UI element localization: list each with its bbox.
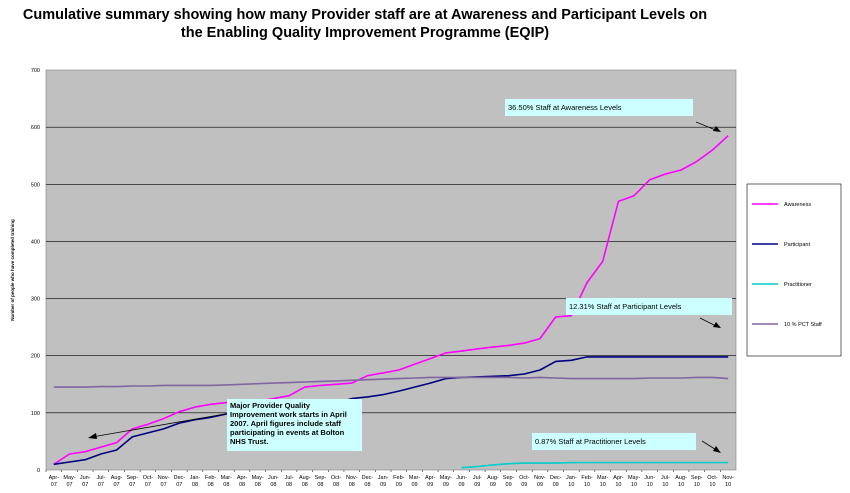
annotation-practitioner-text: 0.87% Staff at Practitioner Levels bbox=[535, 437, 646, 446]
x-tick-label: Nov-08 bbox=[346, 475, 358, 488]
x-tick-label: Jun-08 bbox=[268, 475, 279, 488]
legend-label: Practitioner bbox=[784, 282, 812, 288]
annotation-participant-arrowhead bbox=[713, 322, 721, 328]
y-tick-label: 700 bbox=[31, 68, 40, 74]
legend-box bbox=[746, 183, 842, 357]
x-tick-label: Apr-08 bbox=[237, 475, 248, 488]
y-tick-label: 500 bbox=[31, 182, 40, 188]
x-tick-label: Nov-09 bbox=[534, 475, 546, 488]
x-tick-label: Jul-09 bbox=[473, 475, 482, 488]
title-line-2: the Enabling Quality Improvement Program… bbox=[180, 25, 550, 41]
annotation-provider-note: Major Provider Quality Improvement work … bbox=[88, 399, 362, 451]
y-tick-label: 0 bbox=[37, 468, 40, 474]
annotation-practitioner: 0.87% Staff at Practitioner Levels bbox=[532, 433, 721, 453]
x-tick-label: May-10 bbox=[628, 475, 640, 488]
x-tick-label: Apr-10 bbox=[613, 475, 624, 488]
annotation-provider-note-arrowhead bbox=[88, 433, 97, 439]
x-tick-label: Apr-07 bbox=[49, 475, 60, 488]
y-tick-label: 100 bbox=[31, 411, 40, 417]
y-tick-label: 200 bbox=[31, 354, 40, 360]
x-tick-label: May-08 bbox=[252, 475, 264, 488]
series-line-awareness bbox=[53, 135, 729, 465]
legend-label: 10 % PCT Staff bbox=[784, 322, 822, 328]
x-tick-label: Oct-07 bbox=[143, 475, 154, 488]
x-tick-label: Mar-09 bbox=[409, 475, 420, 488]
legend: Awareness Participant Practitioner 10 % PCT… bbox=[746, 183, 842, 357]
x-tick-label: Jun-09 bbox=[456, 475, 467, 488]
x-tick-label: Dec-07 bbox=[173, 475, 185, 488]
y-axis-label: Number of people who have completed trai… bbox=[10, 219, 15, 321]
annotation-practitioner-arrowhead bbox=[713, 446, 721, 453]
x-tick-label: Dec-08 bbox=[362, 475, 374, 488]
x-tick-label: Oct-10 bbox=[707, 475, 718, 488]
annotation-provider-note-arrow bbox=[91, 413, 226, 438]
x-tick-label: Nov-07 bbox=[158, 475, 170, 488]
annotation-participant-box bbox=[566, 298, 732, 315]
legend-items: Awareness Participant Practitioner 10 % PCT… bbox=[752, 202, 822, 328]
annotation-note-line-3: 2007. April figures include staff bbox=[230, 419, 342, 428]
annotation-awareness-box bbox=[505, 99, 693, 116]
x-tick-label: Jan-10 bbox=[566, 475, 577, 488]
annotation-note-line-1: Major Provider Quality bbox=[230, 401, 311, 410]
x-tick-label: Aug-08 bbox=[299, 475, 311, 488]
x-tick-label: Aug-10 bbox=[675, 475, 687, 488]
x-tick-label: Sep-09 bbox=[503, 475, 515, 488]
x-tick-label: Jan-09 bbox=[378, 475, 389, 488]
x-tick-label: Jan-08 bbox=[190, 475, 201, 488]
x-tick-label: Mar-08 bbox=[221, 475, 232, 488]
x-tick-label: Jul-08 bbox=[285, 475, 294, 488]
x-tick-label: Jul-07 bbox=[96, 475, 105, 488]
x-tick-label: Sep-07 bbox=[126, 475, 138, 488]
x-tick-label: Oct-08 bbox=[331, 475, 342, 488]
x-tick-label: Jun-07 bbox=[80, 475, 91, 488]
annotation-awareness-text: 36.50% Staff at Awareness Levels bbox=[508, 103, 622, 112]
x-tick-label: May-09 bbox=[440, 475, 452, 488]
annotation-provider-note-box bbox=[227, 399, 362, 451]
annotation-participant: 12.31% Staff at Participant Levels bbox=[566, 298, 732, 328]
annotation-note-line-2: Improvement work starts in April bbox=[230, 410, 347, 419]
annotation-awareness: 36.50% Staff at Awareness Levels bbox=[505, 99, 721, 132]
x-tick-label: Aug-09 bbox=[487, 475, 499, 488]
x-tick-label: Jul-10 bbox=[661, 475, 670, 488]
y-tick-label: 400 bbox=[31, 239, 40, 245]
annotation-awareness-arrowhead bbox=[713, 126, 721, 132]
x-tick-label: Sep-10 bbox=[691, 475, 703, 488]
plot-area bbox=[45, 69, 737, 471]
series-line-practitioner bbox=[461, 461, 729, 469]
chart-title: Cumulative summary showing how many Prov… bbox=[0, 6, 730, 42]
series-lines bbox=[53, 135, 729, 469]
x-tick-label: Feb-10 bbox=[581, 475, 592, 488]
series-line-participant bbox=[53, 356, 729, 466]
y-axis-ticks: 0 100 200 300 400 500 600 700 bbox=[31, 68, 40, 474]
annotation-note-line-4: participating in events at Bolton bbox=[230, 428, 345, 437]
y-tick-label: 300 bbox=[31, 297, 40, 303]
x-tick-label: Aug-07 bbox=[111, 475, 123, 488]
x-tick-label: Jun-10 bbox=[644, 475, 655, 488]
x-tick-label: Sep-08 bbox=[315, 475, 327, 488]
title-line-1: Cumulative summary showing how many Prov… bbox=[22, 7, 708, 23]
y-tick-label: 600 bbox=[31, 125, 40, 131]
series-line-10-pct-staff bbox=[53, 376, 729, 388]
x-tick-label: Feb-08 bbox=[205, 475, 216, 488]
legend-label: Awareness bbox=[784, 202, 811, 208]
x-tick-label: Oct-09 bbox=[519, 475, 530, 488]
annotation-note-line-5: NHS Trust. bbox=[230, 437, 268, 446]
annotation-participant-text: 12.31% Staff at Participant Levels bbox=[569, 302, 682, 311]
x-tick-label: Mar-10 bbox=[597, 475, 608, 488]
x-tick-label: May-07 bbox=[63, 475, 75, 488]
x-tick-label: Feb-09 bbox=[393, 475, 404, 488]
legend-label: Participant bbox=[784, 242, 810, 248]
annotation-practitioner-box bbox=[532, 433, 696, 450]
x-tick-label: Apr-09 bbox=[425, 475, 436, 488]
x-tick-label: Dec-09 bbox=[550, 475, 562, 488]
x-tick-label: Nov-10 bbox=[722, 475, 734, 488]
